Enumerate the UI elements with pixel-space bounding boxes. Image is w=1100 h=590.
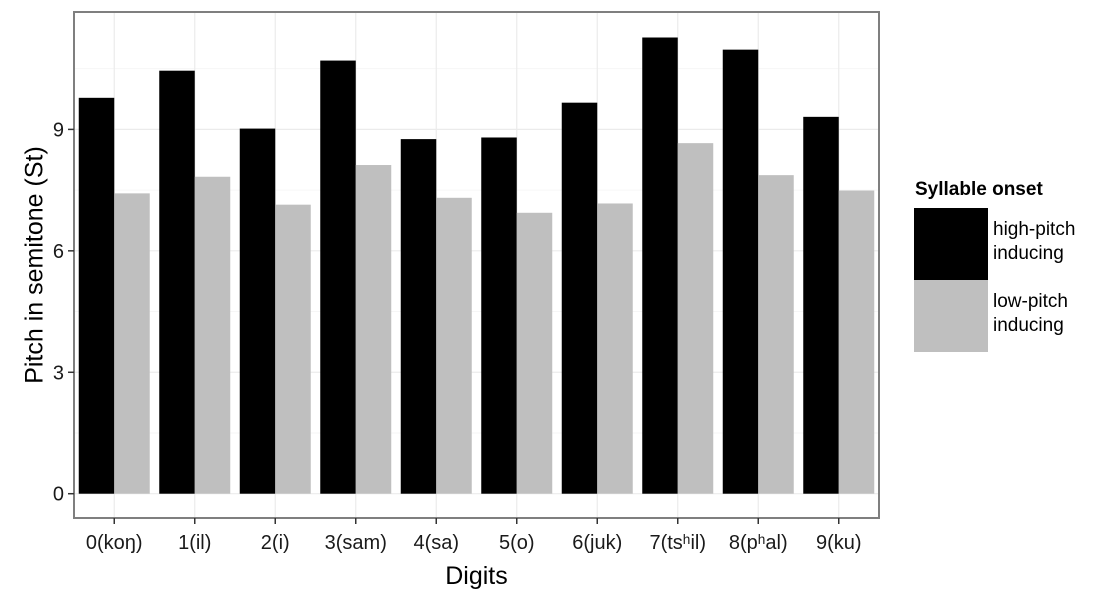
- x-tick-label: 8(pʰal): [729, 532, 788, 554]
- bar: [239, 128, 276, 494]
- legend-key: [914, 280, 988, 352]
- y-tick-label: 0: [53, 484, 64, 506]
- y-tick-label: 3: [53, 362, 64, 384]
- y-axis: 0 3 6 9: [53, 119, 74, 506]
- x-tick-label: 0(koŋ): [86, 532, 143, 554]
- bars: [78, 37, 875, 494]
- bar: [722, 49, 759, 494]
- x-tick-label: 9(ku): [816, 532, 862, 554]
- x-tick-label: 2(i): [261, 532, 290, 554]
- legend: Syllable onset high-pitch inducing low-pit…: [914, 179, 1075, 352]
- bar: [159, 70, 195, 494]
- x-tick-label: 4(sa): [413, 532, 459, 554]
- x-tick-label: 1(il): [178, 532, 211, 554]
- bar: [114, 193, 150, 494]
- x-tick-label: 6(juk): [572, 532, 622, 554]
- bar: [194, 176, 231, 494]
- y-tick-label: 6: [53, 241, 64, 263]
- x-tick-label: 7(tsʰil): [649, 532, 706, 554]
- bar: [561, 102, 598, 494]
- plot-panel-border: [73, 11, 880, 519]
- x-axis-title: Digits: [445, 562, 508, 590]
- bar: [275, 204, 311, 494]
- legend-title: Syllable onset: [915, 179, 1043, 200]
- x-tick-label: 3(sam): [325, 532, 387, 554]
- bar: [400, 139, 437, 494]
- x-axis: 0(koŋ) 1(il) 2(i) 3(sam) 4(sa) 5(o) 6(juk) 7(ts…: [86, 518, 862, 554]
- bar: [642, 37, 678, 494]
- bar: [677, 143, 714, 494]
- bar: [481, 137, 517, 494]
- bar: [758, 175, 794, 494]
- bar: [355, 165, 392, 494]
- y-tick-label: 9: [53, 119, 64, 141]
- y-axis-title: Pitch in semitone (St): [21, 146, 49, 384]
- bar: [597, 203, 633, 494]
- x-tick-label: 5(o): [499, 532, 535, 554]
- legend-label: high-pitch: [993, 219, 1075, 240]
- bar: [78, 97, 115, 494]
- legend-label: inducing: [993, 315, 1064, 336]
- legend-key: [914, 208, 988, 280]
- bar: [436, 197, 472, 494]
- bar: [320, 60, 356, 494]
- legend-label: inducing: [993, 243, 1064, 264]
- bar: [838, 190, 875, 494]
- legend-label: low-pitch: [993, 291, 1068, 312]
- bar: [803, 116, 839, 494]
- bar: [516, 212, 553, 494]
